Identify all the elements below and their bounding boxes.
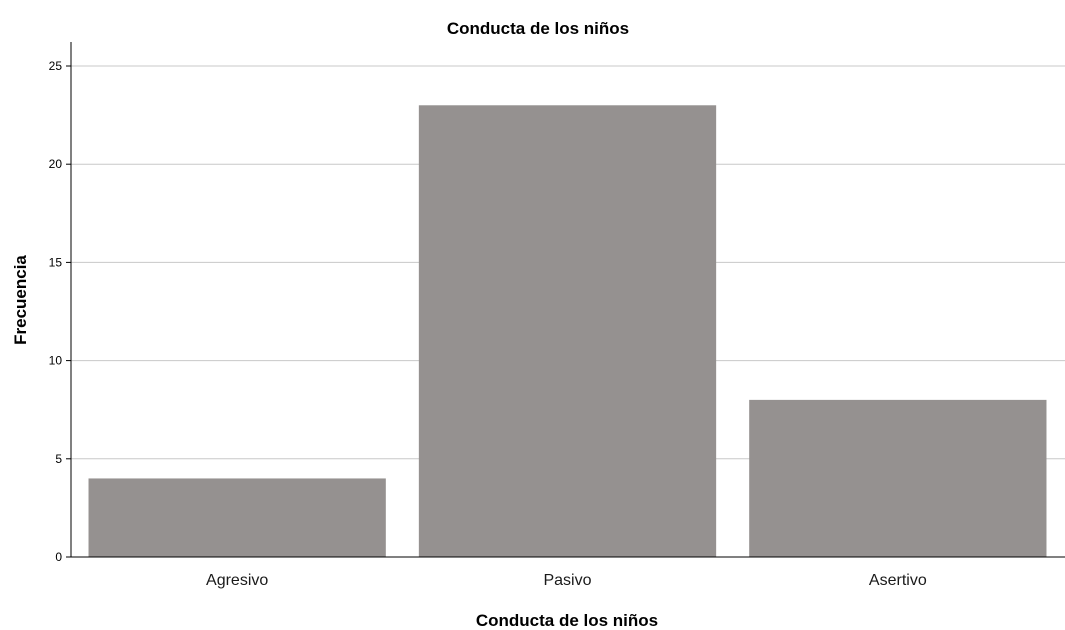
y-tick-label: 25 bbox=[49, 59, 63, 73]
y-tick-label: 10 bbox=[49, 354, 63, 368]
x-tick-labels: Agresivo Pasivo Asertivo bbox=[206, 572, 927, 589]
x-tick-label-pasivo: Pasivo bbox=[543, 572, 591, 589]
bar-agresivo bbox=[88, 478, 386, 557]
y-tick-label: 20 bbox=[49, 157, 63, 171]
axes bbox=[70, 42, 1065, 558]
x-axis-label: Conducta de los niños bbox=[476, 611, 658, 630]
bar-pasivo bbox=[418, 105, 717, 557]
y-axis-label: Frecuencia bbox=[11, 255, 30, 345]
bars bbox=[88, 105, 1047, 557]
x-tick-label-agresivo: Agresivo bbox=[206, 572, 268, 589]
x-tick-label-asertivo: Asertivo bbox=[869, 572, 927, 589]
y-tick-label: 15 bbox=[49, 255, 63, 269]
y-tick-label: 5 bbox=[55, 452, 62, 466]
chart-title: Conducta de los niños bbox=[447, 19, 629, 38]
y-tick-labels: 0 5 10 15 20 25 bbox=[49, 59, 71, 564]
bar-asertivo bbox=[749, 399, 1047, 557]
y-tick-label: 0 bbox=[55, 550, 62, 564]
